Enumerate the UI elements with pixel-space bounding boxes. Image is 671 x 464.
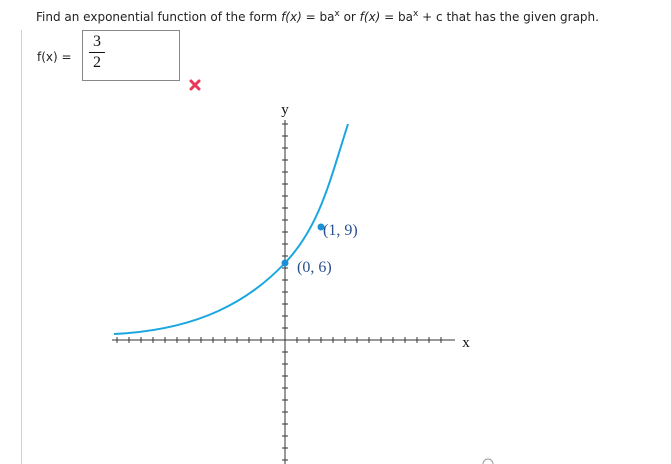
divider	[21, 30, 22, 464]
math: f(x)	[281, 10, 302, 24]
fraction: 3 2	[89, 33, 105, 72]
question: Find an exponential function of the form…	[36, 9, 599, 24]
denominator: 2	[93, 54, 101, 71]
point	[281, 259, 289, 267]
answer-label: f(x) =	[37, 50, 72, 64]
fraction-bar	[89, 52, 105, 53]
exponent: x	[413, 9, 419, 19]
point-label: (1, 9)	[323, 222, 358, 239]
answer-box[interactable]	[82, 30, 180, 81]
question-text: + c that has the given graph.	[418, 10, 599, 24]
math: = ba	[301, 10, 335, 24]
y-label: y	[281, 102, 289, 118]
math: f(x)	[359, 10, 381, 24]
point-label: (0, 6)	[297, 259, 332, 276]
curve	[113, 123, 349, 335]
question-text: Find an exponential function of the form	[36, 10, 282, 24]
x-label: x	[462, 335, 470, 351]
question-text: or	[339, 10, 360, 24]
wrong-mark	[189, 79, 201, 91]
math: = ba	[380, 10, 414, 24]
point	[317, 223, 325, 231]
exponent: x	[334, 9, 340, 19]
numerator: 3	[93, 33, 101, 50]
axes	[112, 120, 455, 464]
icon[interactable]	[482, 458, 494, 464]
